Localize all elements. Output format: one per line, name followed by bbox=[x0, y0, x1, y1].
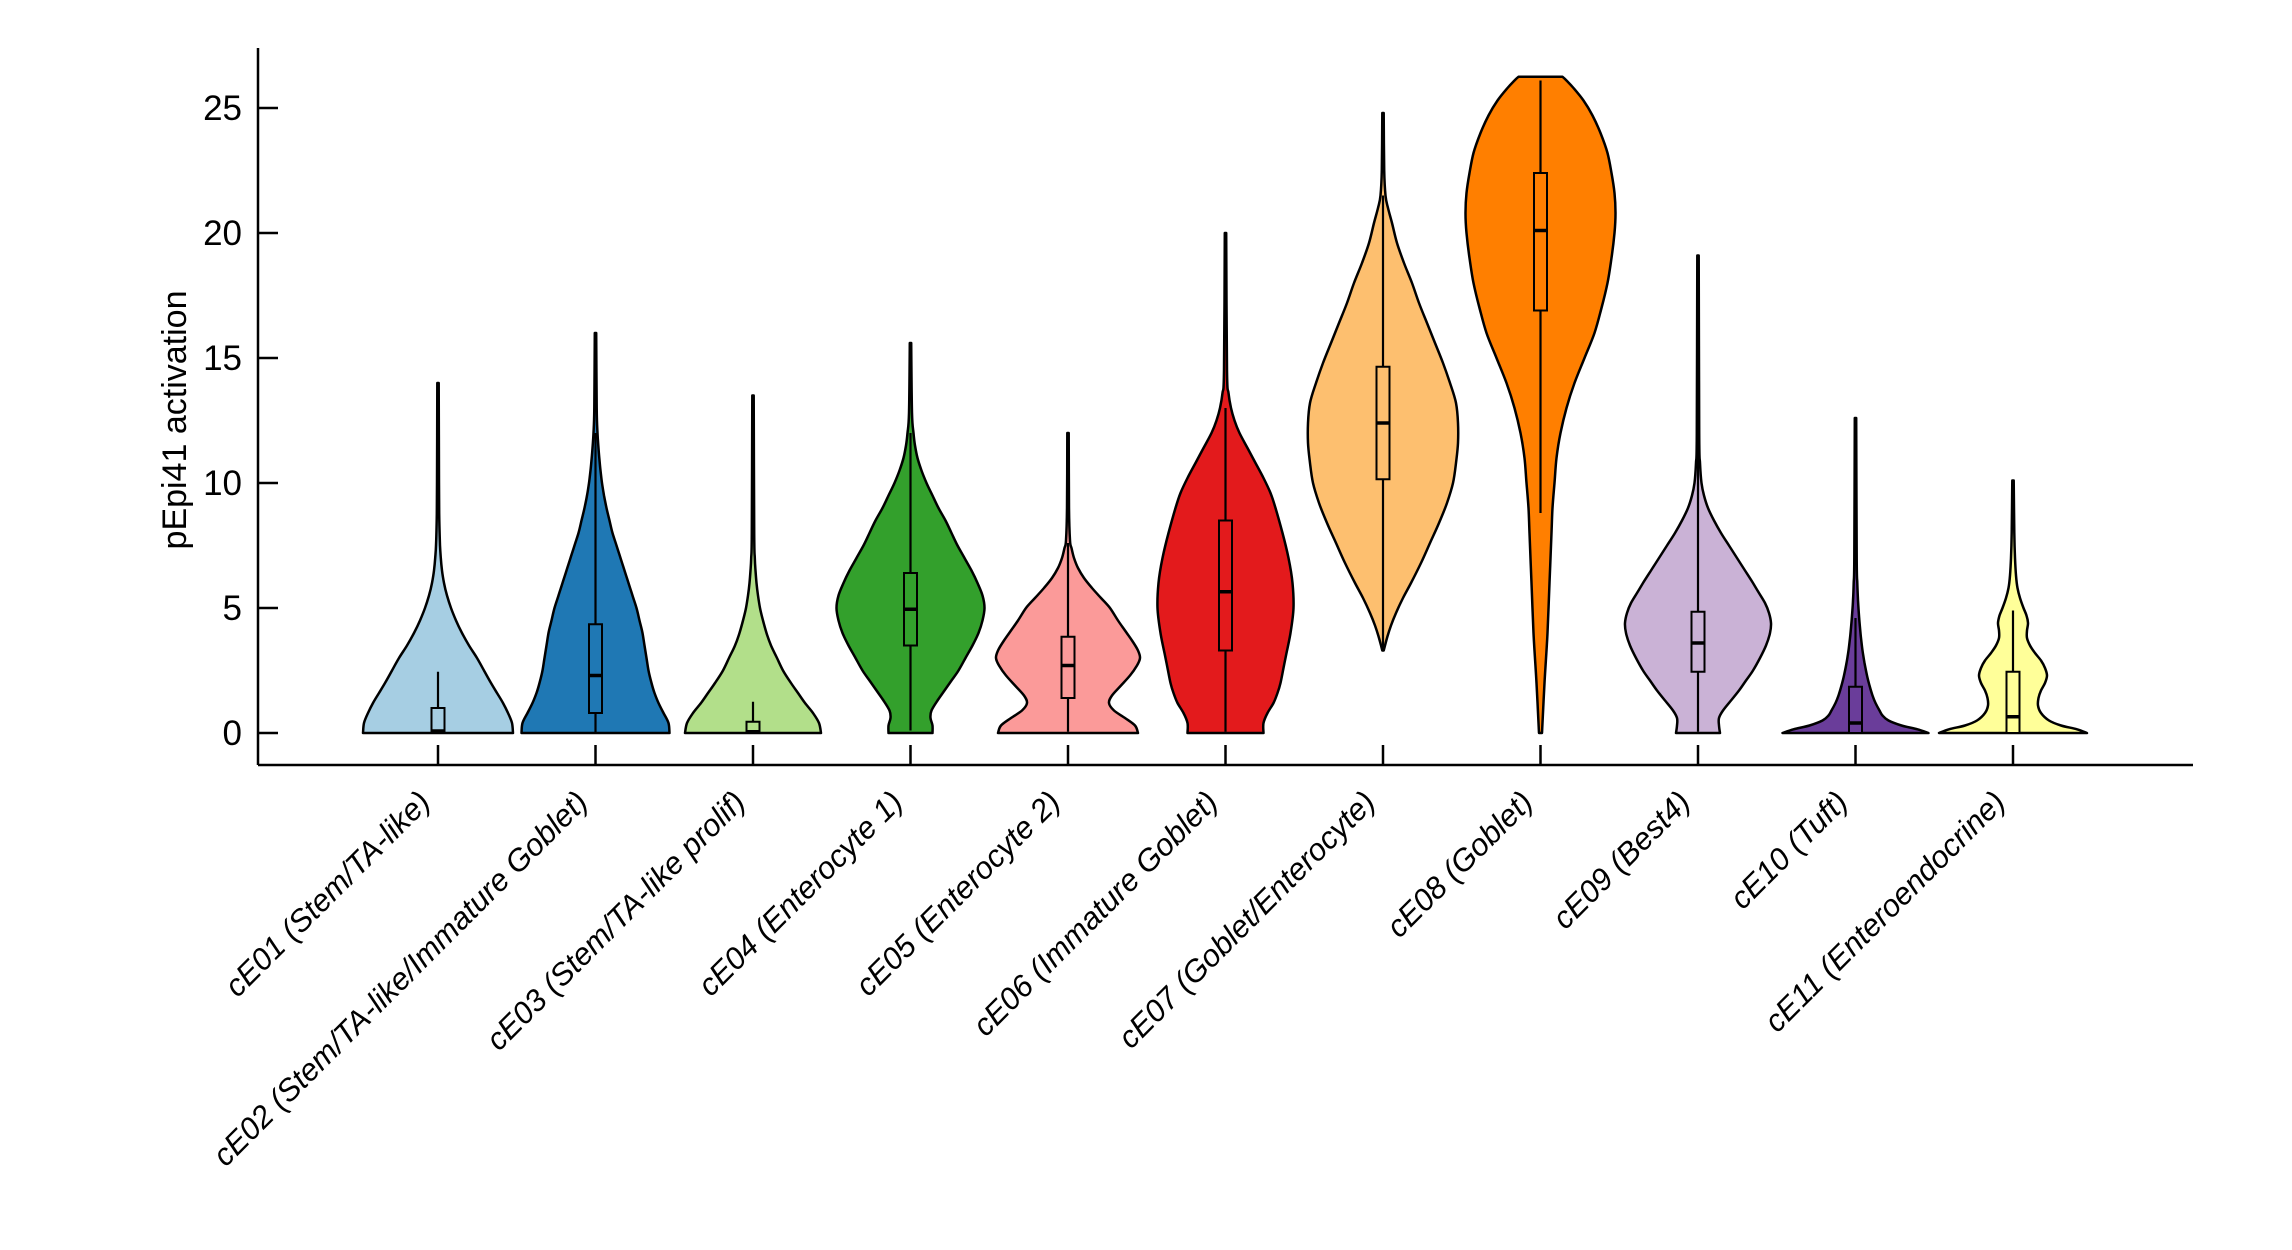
violin-10 bbox=[1781, 416, 1930, 735]
box-5 bbox=[1060, 635, 1076, 699]
y-tick-label: 10 bbox=[203, 464, 242, 503]
y-axis-title: pEpi41 activation bbox=[156, 291, 194, 550]
y-tick-label: 25 bbox=[203, 89, 242, 128]
x-tick-label-10: cE10 (Tuft) bbox=[1723, 784, 1855, 916]
box-1 bbox=[430, 707, 446, 734]
violin-3 bbox=[683, 394, 823, 735]
y-tick-label: 5 bbox=[223, 589, 242, 628]
violin-1 bbox=[361, 381, 515, 735]
box-11 bbox=[2005, 670, 2021, 734]
y-tick-label: 0 bbox=[223, 714, 242, 753]
y-tick-label: 20 bbox=[203, 214, 242, 253]
box-10 bbox=[1848, 685, 1863, 734]
box-6 bbox=[1218, 519, 1233, 652]
x-tick-label-9: cE09 (Best4) bbox=[1545, 784, 1696, 935]
violin-11 bbox=[1937, 479, 2089, 735]
box-8 bbox=[1533, 172, 1548, 312]
y-tick-label: 15 bbox=[203, 339, 242, 378]
x-tick-label-3: cE03 (Stem/TA-like prolif) bbox=[479, 784, 752, 1057]
box-2 bbox=[588, 623, 603, 714]
x-tick-label-8: cE08 (Goblet) bbox=[1379, 784, 1539, 944]
x-tick-label-7: cE07 (Goblet/Enterocyte) bbox=[1111, 784, 1382, 1055]
